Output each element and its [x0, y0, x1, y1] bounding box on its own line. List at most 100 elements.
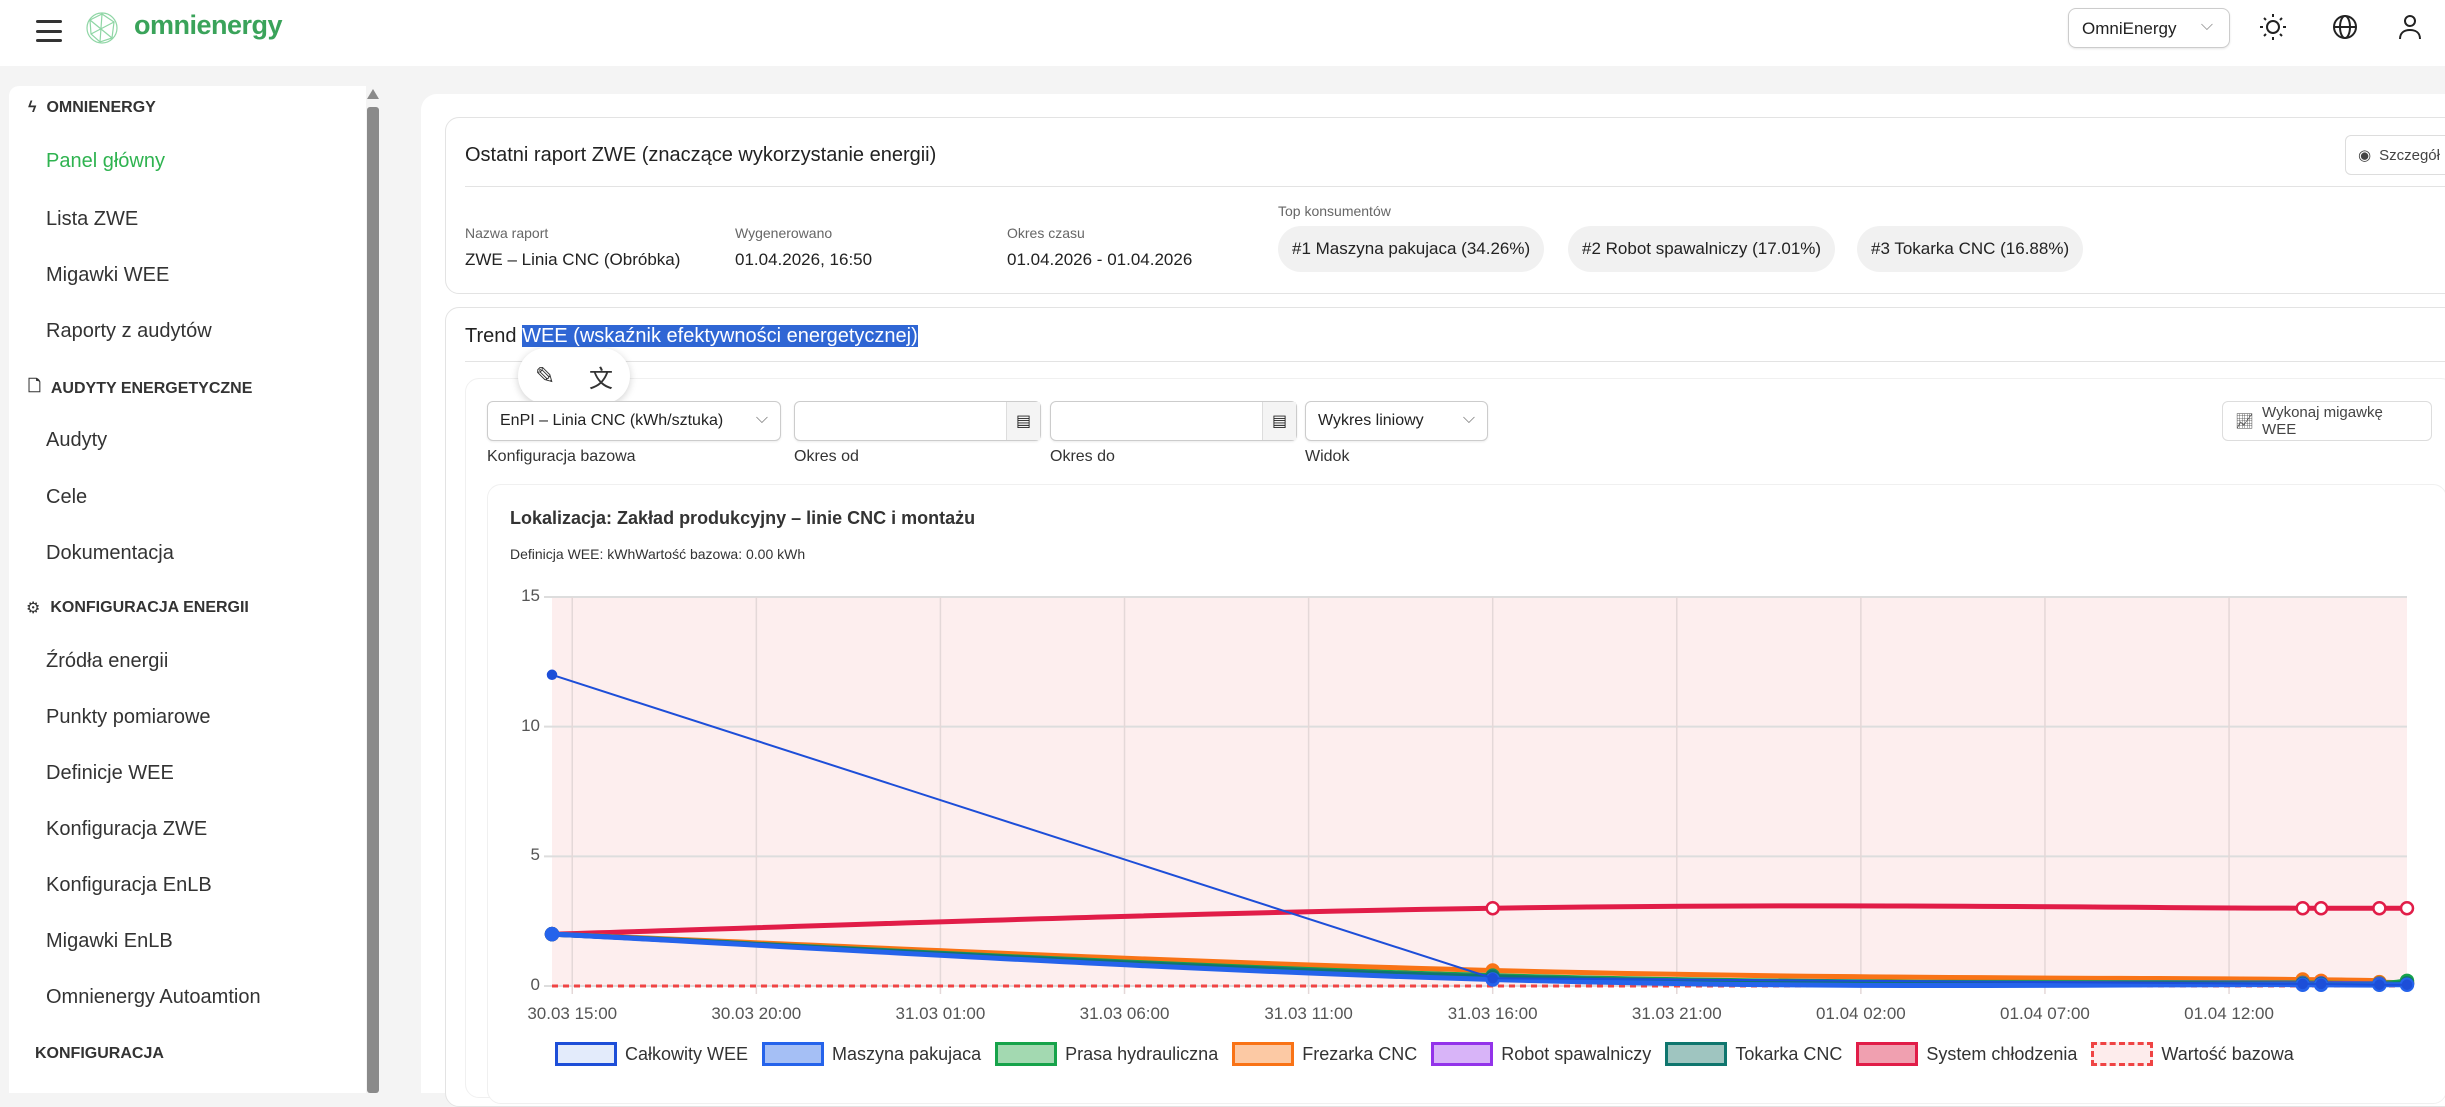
- data-point-system-ch-odzenia: [2399, 900, 2415, 916]
- legend-label: Prasa hydrauliczna: [1065, 1043, 1219, 1064]
- sidebar-section-konfiguracja: KONFIGURACJA: [35, 1045, 164, 1062]
- legend-item[interactable]: Frezarka CNC: [1232, 1042, 1417, 1066]
- legend-item[interactable]: System chłodzenia: [1856, 1042, 2077, 1066]
- trend-title: Trend WEE (wskaźnik efektywności energet…: [465, 325, 918, 347]
- globe-icon[interactable]: [2330, 12, 2360, 42]
- x-tick-label: 31.03 01:00: [895, 1004, 986, 1023]
- sidebar-item-lista-zwe[interactable]: Lista ZWE: [46, 208, 139, 230]
- legend-item[interactable]: Całkowity WEE: [555, 1042, 748, 1066]
- brand-logo[interactable]: omnienergy: [134, 10, 283, 40]
- data-point-ca-kowity-wee: [546, 669, 558, 681]
- chevron-down-icon: ⌵: [2200, 17, 2213, 34]
- legend-item[interactable]: Robot spawalniczy: [1431, 1042, 1651, 1066]
- period-label: Okres czasu: [1007, 225, 1085, 241]
- period-from-input[interactable]: ▤: [794, 401, 1041, 441]
- sidebar-item-punkty-pomiarowe[interactable]: Punkty pomiarowe: [46, 706, 211, 728]
- x-tick-label: 31.03 11:00: [1264, 1004, 1353, 1023]
- view-select[interactable]: Wykres liniowy ⌵: [1305, 401, 1488, 441]
- x-tick-label: 01.04 12:00: [2184, 1004, 2274, 1023]
- data-point-ca-kowity-wee: [2401, 979, 2413, 990]
- menu-icon[interactable]: [36, 20, 62, 42]
- legend-item[interactable]: Wartość bazowa: [2091, 1042, 2294, 1066]
- top-consumer-chip: #1 Maszyna pakujaca (34.26%): [1278, 226, 1545, 272]
- legend-label: Wartość bazowa: [2161, 1043, 2294, 1064]
- sidebar-section-omnienergy: ϟ OMNIENERGY: [28, 99, 156, 116]
- legend-label: System chłodzenia: [1926, 1043, 2078, 1064]
- top-consumer-chip: #3 Tokarka CNC (16.88%): [1857, 226, 2084, 272]
- data-point-ca-kowity-wee: [1487, 972, 1498, 984]
- period-to-label: Okres do: [1050, 448, 1115, 465]
- top-consumers-label: Top konsumentów: [1278, 203, 1391, 219]
- gear-icon: ⚙: [26, 600, 41, 617]
- calendar-icon[interactable]: ▤: [1262, 402, 1296, 440]
- sidebar-item-omnienergy-automation[interactable]: Omnienergy Autoamtion: [46, 986, 261, 1008]
- legend-swatch: [995, 1042, 1058, 1066]
- user-icon[interactable]: [2395, 12, 2425, 42]
- generated-value: 01.04.2026, 16:50: [735, 250, 873, 269]
- scroll-up-arrow-icon[interactable]: [367, 89, 379, 99]
- tenant-value: OmniEnergy: [2082, 19, 2177, 38]
- legend-label: Robot spawalniczy: [1501, 1043, 1652, 1064]
- divider: [465, 186, 2445, 187]
- sidebar-item-migawki-enlb[interactable]: Migawki EnLB: [46, 930, 173, 952]
- period-from-label: Okres od: [794, 448, 859, 465]
- data-point-ca-kowity-wee: [2374, 979, 2385, 990]
- legend-label: Tokarka CNC: [1735, 1043, 1843, 1064]
- legend-label: Frezarka CNC: [1302, 1043, 1418, 1064]
- sidebar-item-panel-glowny[interactable]: Panel główny: [46, 150, 165, 172]
- plot-background: [552, 597, 2407, 986]
- legend-swatch: [555, 1042, 617, 1066]
- legend-item[interactable]: Prasa hydrauliczna: [995, 1042, 1218, 1066]
- magic-wand-icon[interactable]: ✎: [534, 362, 556, 390]
- sidebar-item-audyty[interactable]: Audyty: [46, 429, 108, 451]
- data-point-system-ch-odzenia: [2313, 900, 2329, 916]
- x-tick-label: 31.03 16:00: [1447, 1004, 1538, 1023]
- sun-icon[interactable]: [2258, 12, 2288, 42]
- selected-text: WEE (wskaźnik efektywności energetycznej…: [522, 325, 918, 347]
- legend-swatch: [1665, 1042, 1728, 1066]
- legend-label: Maszyna pakujaca: [832, 1043, 982, 1064]
- x-tick-label: 31.03 06:00: [1079, 1004, 1170, 1023]
- chart-line-icon: 📈︎: [2235, 413, 2255, 430]
- legend-label: Całkowity WEE: [625, 1043, 749, 1064]
- y-tick-label: 10: [521, 715, 540, 735]
- legend-swatch: [762, 1042, 825, 1066]
- legend-swatch: [1431, 1042, 1494, 1066]
- data-point-system-ch-odzenia: [1485, 900, 1500, 916]
- sidebar-scroll-thumb[interactable]: [367, 107, 379, 1093]
- tenant-select[interactable]: OmniEnergy ⌵: [2068, 8, 2230, 48]
- chart-legend: Całkowity WEE Maszyna pakujaca Prasa hydra…: [555, 1042, 2294, 1066]
- legend-item[interactable]: Maszyna pakujaca: [762, 1042, 981, 1066]
- period-value: 01.04.2026 - 01.04.2026: [1007, 250, 1193, 269]
- data-point-system-ch-odzenia: [2372, 900, 2387, 916]
- logo-icon: [86, 12, 118, 44]
- sidebar-item-dokumentacja[interactable]: Dokumentacja: [46, 542, 174, 564]
- lightning-icon: ϟ: [28, 99, 37, 116]
- snapshot-wee-button[interactable]: 📈︎ Wykonaj migawkę WEE: [2222, 401, 2432, 441]
- baseline-config-label: Konfiguracja bazowa: [487, 448, 636, 465]
- x-tick-label: 30.03 20:00: [711, 1004, 802, 1023]
- top-consumer-chip: #2 Robot spawalniczy (17.01%): [1568, 226, 1836, 272]
- sidebar-item-definicje-wee[interactable]: Definicje WEE: [46, 762, 174, 784]
- sidebar-item-raporty-z-audytow[interactable]: Raporty z audytów: [46, 320, 212, 342]
- sidebar-item-konfiguracja-enlb[interactable]: Konfiguracja EnLB: [46, 874, 212, 896]
- eye-icon: ◉: [2358, 147, 2372, 164]
- legend-item[interactable]: Tokarka CNC: [1665, 1042, 1842, 1066]
- sidebar-section-konfiguracja-energii: ⚙ KONFIGURACJA ENERGII: [26, 599, 249, 617]
- sidebar-item-konfiguracja-zwe[interactable]: Konfiguracja ZWE: [46, 818, 208, 840]
- period-to-input[interactable]: ▤: [1050, 401, 1297, 441]
- sidebar-item-zrodla-energii[interactable]: Źródła energii: [46, 650, 169, 672]
- translate-icon[interactable]: 文: [589, 365, 614, 393]
- chevron-down-icon: ⌵: [755, 410, 768, 427]
- sidebar-section-audyty: 🗋 AUDYTY ENERGETYCZNE: [28, 375, 252, 402]
- sidebar-item-cele[interactable]: Cele: [46, 486, 88, 508]
- x-tick-label: 01.04 07:00: [2000, 1004, 2090, 1023]
- baseline-config-select[interactable]: EnPI – Linia CNC (kWh/sztuka) ⌵: [487, 401, 781, 441]
- chevron-down-icon: ⌵: [1462, 410, 1475, 427]
- legend-swatch: [2091, 1042, 2154, 1066]
- calendar-icon[interactable]: ▤: [1006, 402, 1040, 440]
- sidebar-item-migawki-wee[interactable]: Migawki WEE: [46, 264, 170, 286]
- details-button[interactable]: ◉ Szczegół: [2345, 135, 2445, 175]
- generated-label: Wygenerowano: [735, 225, 833, 241]
